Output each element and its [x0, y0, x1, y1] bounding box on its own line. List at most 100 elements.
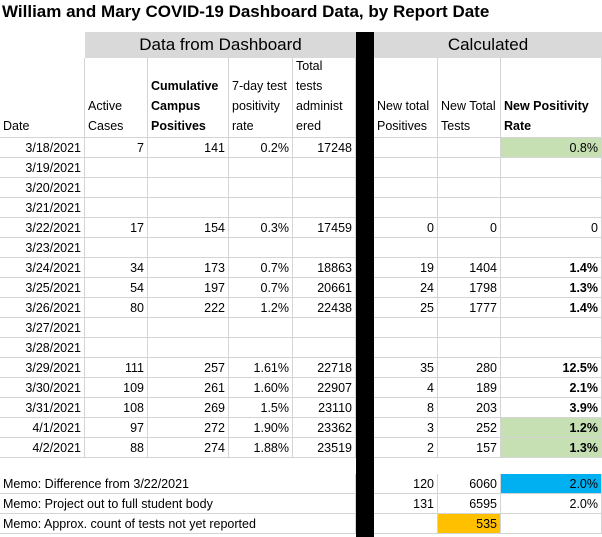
cell-newpos: 19 [374, 258, 438, 278]
cell-newpos: 2 [374, 438, 438, 458]
cell-newrate: 0 [501, 218, 602, 238]
cell-newpos [374, 138, 438, 158]
cell-newtests: 189 [438, 378, 501, 398]
cell-date: 3/27/2021 [0, 318, 85, 338]
cell-newpos: 24 [374, 278, 438, 298]
cell-newtests: 1798 [438, 278, 501, 298]
cell-date: 3/26/2021 [0, 298, 85, 318]
cell-tests: 18863 [293, 258, 356, 278]
cell-newrate: 3.9% [501, 398, 602, 418]
cell-newrate [501, 178, 602, 198]
memo-newtests: 6595 [438, 494, 501, 514]
header-pos7: 7-day test positivity rate [229, 58, 293, 138]
cell-active: 108 [85, 398, 148, 418]
cell-tests: 22907 [293, 378, 356, 398]
cell-active: 7 [85, 138, 148, 158]
cell-active: 17 [85, 218, 148, 238]
memo-newpos: 120 [374, 474, 438, 494]
cell-newpos: 0 [374, 218, 438, 238]
cell-newpos [374, 318, 438, 338]
cell-cum: 141 [148, 138, 229, 158]
cell-date: 3/29/2021 [0, 358, 85, 378]
cell-tests: 17248 [293, 138, 356, 158]
cell-cum [148, 238, 229, 258]
memo-label: Memo: Project out to full student body [0, 494, 356, 514]
cell-newpos: 35 [374, 358, 438, 378]
cell-active: 88 [85, 438, 148, 458]
cell-tests [293, 178, 356, 198]
cell-date: 4/2/2021 [0, 438, 85, 458]
cell-pos7 [229, 238, 293, 258]
cell-newpos: 3 [374, 418, 438, 438]
cell-tests: 20661 [293, 278, 356, 298]
cell-pos7: 0.2% [229, 138, 293, 158]
cell-date: 3/31/2021 [0, 398, 85, 418]
cell-newtests: 1777 [438, 298, 501, 318]
header-date: Date [0, 58, 85, 138]
cell-tests: 23110 [293, 398, 356, 418]
cell-cum [148, 198, 229, 218]
cell-tests [293, 158, 356, 178]
cell-newpos [374, 178, 438, 198]
cell-cum [148, 338, 229, 358]
header-newpos: New total Positives [374, 58, 438, 138]
cell-newtests: 203 [438, 398, 501, 418]
cell-newrate: 0.8% [501, 138, 602, 158]
cell-active [85, 318, 148, 338]
cell-date: 3/19/2021 [0, 158, 85, 178]
memo-newrate: 2.0% [501, 474, 602, 494]
cell-newtests [438, 158, 501, 178]
cell-cum [148, 178, 229, 198]
cell-date: 3/23/2021 [0, 238, 85, 258]
cell-active: 97 [85, 418, 148, 438]
header-newrate: New Positivity Rate [501, 58, 602, 138]
cell-newrate: 1.2% [501, 418, 602, 438]
header-newtests: New Total Tests [438, 58, 501, 138]
cell-tests: 23362 [293, 418, 356, 438]
cell-newtests [438, 318, 501, 338]
cell-newtests [438, 178, 501, 198]
cell-newpos [374, 198, 438, 218]
cell-pos7: 1.60% [229, 378, 293, 398]
memo-newtests: 535 [438, 514, 501, 534]
cell-date: 4/1/2021 [0, 418, 85, 438]
cell-pos7: 1.88% [229, 438, 293, 458]
cell-newrate [501, 238, 602, 258]
band-calculated: Calculated [374, 32, 602, 58]
cell-newrate [501, 318, 602, 338]
header-active: Active Cases [85, 58, 148, 138]
cell-cum: 272 [148, 418, 229, 438]
sheet-title: William and Mary COVID-19 Dashboard Data… [2, 2, 490, 21]
cell-cum: 261 [148, 378, 229, 398]
cell-tests [293, 318, 356, 338]
cell-newpos [374, 158, 438, 178]
cell-cum: 154 [148, 218, 229, 238]
cell-tests [293, 338, 356, 358]
cell-newtests: 157 [438, 438, 501, 458]
band-data-from-dashboard: Data from Dashboard [85, 32, 356, 58]
cell-cum: 257 [148, 358, 229, 378]
cell-newtests: 1404 [438, 258, 501, 278]
cell-newrate: 1.4% [501, 298, 602, 318]
cell-newtests [438, 138, 501, 158]
cell-tests [293, 238, 356, 258]
cell-date: 3/30/2021 [0, 378, 85, 398]
cell-newpos: 25 [374, 298, 438, 318]
cell-active: 54 [85, 278, 148, 298]
cell-active [85, 238, 148, 258]
cell-newtests [438, 238, 501, 258]
cell-tests: 23519 [293, 438, 356, 458]
cell-pos7: 0.7% [229, 278, 293, 298]
cell-cum: 222 [148, 298, 229, 318]
memo-newrate [501, 514, 602, 534]
cell-newpos [374, 238, 438, 258]
cell-newrate [501, 198, 602, 218]
memo-label: Memo: Approx. count of tests not yet rep… [0, 514, 356, 534]
cell-cum: 173 [148, 258, 229, 278]
cell-newpos [374, 338, 438, 358]
header-tests: Total tests administ ered [293, 58, 356, 138]
cell-pos7 [229, 158, 293, 178]
cell-newrate: 1.3% [501, 438, 602, 458]
cell-active [85, 198, 148, 218]
